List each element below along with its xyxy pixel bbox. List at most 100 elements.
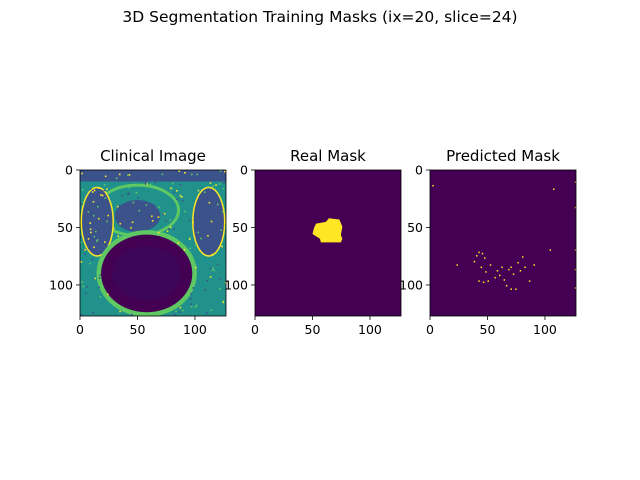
mri-texture-pixel <box>218 277 221 280</box>
mri-texture-pixel <box>221 245 223 248</box>
mri-texture-pixel <box>130 227 132 229</box>
mri-texture-pixel <box>115 177 118 180</box>
mri-texture-pixel <box>146 183 148 185</box>
mri-texture-pixel <box>222 301 225 304</box>
mri-texture-pixel <box>151 215 153 218</box>
mri-texture-pixel <box>118 173 121 176</box>
mri-texture-pixel <box>80 236 82 238</box>
mri-texture-pixel <box>215 184 217 186</box>
mri-texture-pixel <box>84 292 87 295</box>
mri-texture-pixel <box>188 219 191 222</box>
mri-texture-pixel <box>100 194 102 196</box>
real-mask-ytick-label: 0 <box>240 163 248 178</box>
mri-texture-pixel <box>91 258 94 261</box>
mri-texture-pixel <box>84 252 86 255</box>
mri-texture-pixel <box>144 181 147 183</box>
mri-texture-pixel <box>213 269 215 272</box>
mri-texture-pixel <box>151 230 154 232</box>
mri-texture-pixel <box>190 292 192 295</box>
mri-texture-pixel <box>189 297 192 300</box>
predicted-mask-pixel <box>475 255 478 257</box>
mri-texture-pixel <box>171 182 174 185</box>
predicted-mask-pixel <box>521 256 524 258</box>
mri-texture-pixel <box>181 196 183 198</box>
predicted-mask-panel: Predicted Mask 0 50 100 0 50 100 <box>399 147 577 337</box>
mri-inner-region <box>114 200 161 232</box>
mri-texture-pixel <box>212 185 215 188</box>
real-mask-xtick-label: 50 <box>305 322 321 337</box>
mri-texture-pixel <box>177 242 179 244</box>
mri-texture-pixel <box>131 313 133 316</box>
predicted-mask-pixel <box>549 249 552 251</box>
mri-texture-pixel <box>178 170 181 173</box>
predicted-mask-pixel <box>485 271 487 273</box>
mri-texture-pixel <box>207 185 209 188</box>
mri-texture-pixel <box>89 222 92 224</box>
real-mask-region <box>312 218 343 243</box>
predicted-mask-pixel <box>574 268 576 271</box>
mri-texture-pixel <box>209 276 212 278</box>
predicted-mask-xtick-label: 50 <box>480 322 496 337</box>
clinical-image-ytick-label: 0 <box>65 163 73 178</box>
mri-texture-pixel <box>182 309 184 312</box>
mri-texture-pixel <box>195 243 197 246</box>
mri-texture-pixel <box>218 183 221 185</box>
mri-texture-pixel <box>138 209 141 212</box>
mri-texture-pixel <box>103 183 106 186</box>
predicted-mask-pixel <box>482 281 485 284</box>
mri-texture-pixel <box>210 220 213 223</box>
mri-texture-pixel <box>131 221 134 224</box>
mri-texture-pixel <box>103 189 106 192</box>
clinical-image-xtick-label: 0 <box>76 322 84 337</box>
mri-texture-pixel <box>80 261 83 263</box>
mri-texture-pixel <box>99 296 102 298</box>
mri-texture-pixel <box>192 287 194 289</box>
mri-right-muscle <box>192 186 226 257</box>
mri-texture-pixel <box>181 199 184 202</box>
mri-texture-pixel <box>173 313 176 316</box>
mri-texture-pixel <box>94 277 97 280</box>
mri-texture-pixel <box>157 232 160 234</box>
mri-texture-pixel <box>95 236 97 239</box>
mri-texture-pixel <box>132 229 135 232</box>
mri-texture-pixel <box>87 238 90 240</box>
mri-texture-pixel <box>98 227 100 230</box>
mri-texture-pixel <box>89 188 92 190</box>
predicted-mask-title: Predicted Mask <box>446 147 560 165</box>
predicted-mask-ytick-label: 50 <box>407 220 423 235</box>
mri-texture-pixel <box>84 248 86 251</box>
mri-texture-pixel <box>206 312 208 315</box>
predicted-mask-pixel <box>524 266 526 269</box>
predicted-mask-pixel <box>505 284 508 287</box>
mri-texture-pixel <box>99 274 102 276</box>
mri-texture-pixel <box>97 217 100 220</box>
mri-texture-pixel <box>211 268 213 271</box>
predicted-mask-pixel <box>574 287 576 289</box>
mri-texture-pixel <box>89 262 91 265</box>
mri-texture-pixel <box>224 281 226 284</box>
mri-texture-pixel <box>168 234 170 237</box>
clinical-image-frame <box>79 169 227 317</box>
mri-bladder-core <box>112 246 181 301</box>
mri-texture-pixel <box>144 183 147 185</box>
mri-texture-pixel <box>204 191 206 194</box>
mri-texture-pixel <box>219 170 222 172</box>
mri-texture-pixel <box>132 201 135 204</box>
mri-texture-pixel <box>220 197 223 200</box>
mri-texture-pixel <box>82 215 85 218</box>
mri-texture-pixel <box>226 295 228 297</box>
mri-texture-pixel <box>106 220 108 223</box>
mri-texture-pixel <box>119 310 121 313</box>
mri-texture-pixel <box>93 189 96 192</box>
predicted-mask-background <box>430 170 576 316</box>
mri-texture-pixel <box>200 237 202 240</box>
predicted-mask-heatmap <box>430 170 576 316</box>
mri-texture-pixel <box>128 192 131 195</box>
predicted-mask-pixel <box>519 270 522 272</box>
mri-texture-pixel <box>90 231 92 234</box>
clinical-image-xtick-label: 100 <box>183 322 207 337</box>
mri-texture-pixel <box>135 191 138 194</box>
mri-texture-pixel <box>82 285 85 288</box>
mri-texture-pixel <box>210 309 213 312</box>
mri-texture-pixel <box>179 184 182 186</box>
